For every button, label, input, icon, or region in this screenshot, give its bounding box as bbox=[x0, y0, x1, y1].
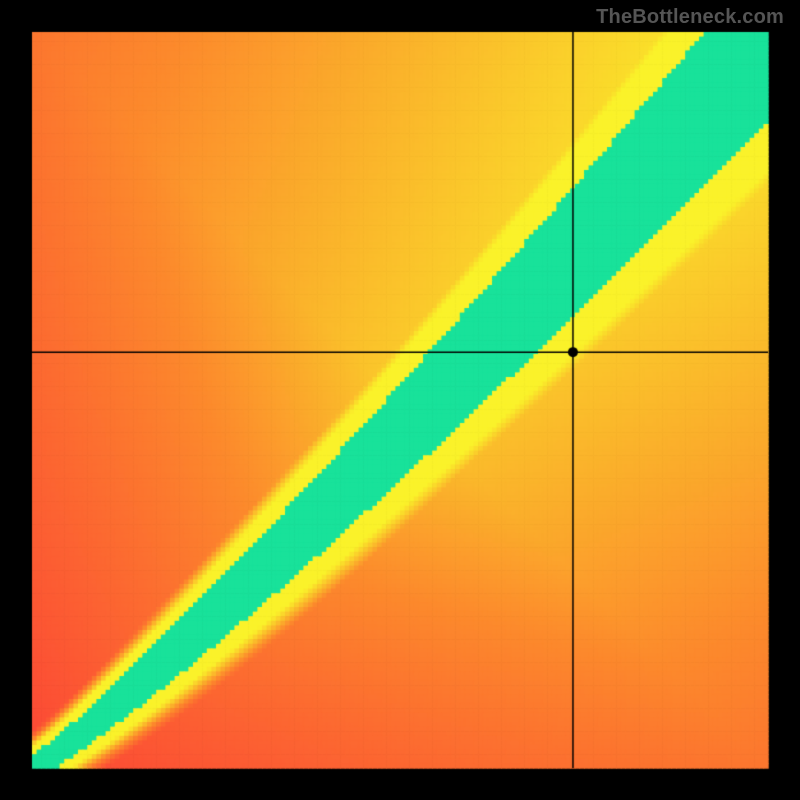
bottleneck-heatmap bbox=[0, 0, 800, 800]
chart-container: TheBottleneck.com bbox=[0, 0, 800, 800]
watermark-label: TheBottleneck.com bbox=[596, 6, 784, 29]
